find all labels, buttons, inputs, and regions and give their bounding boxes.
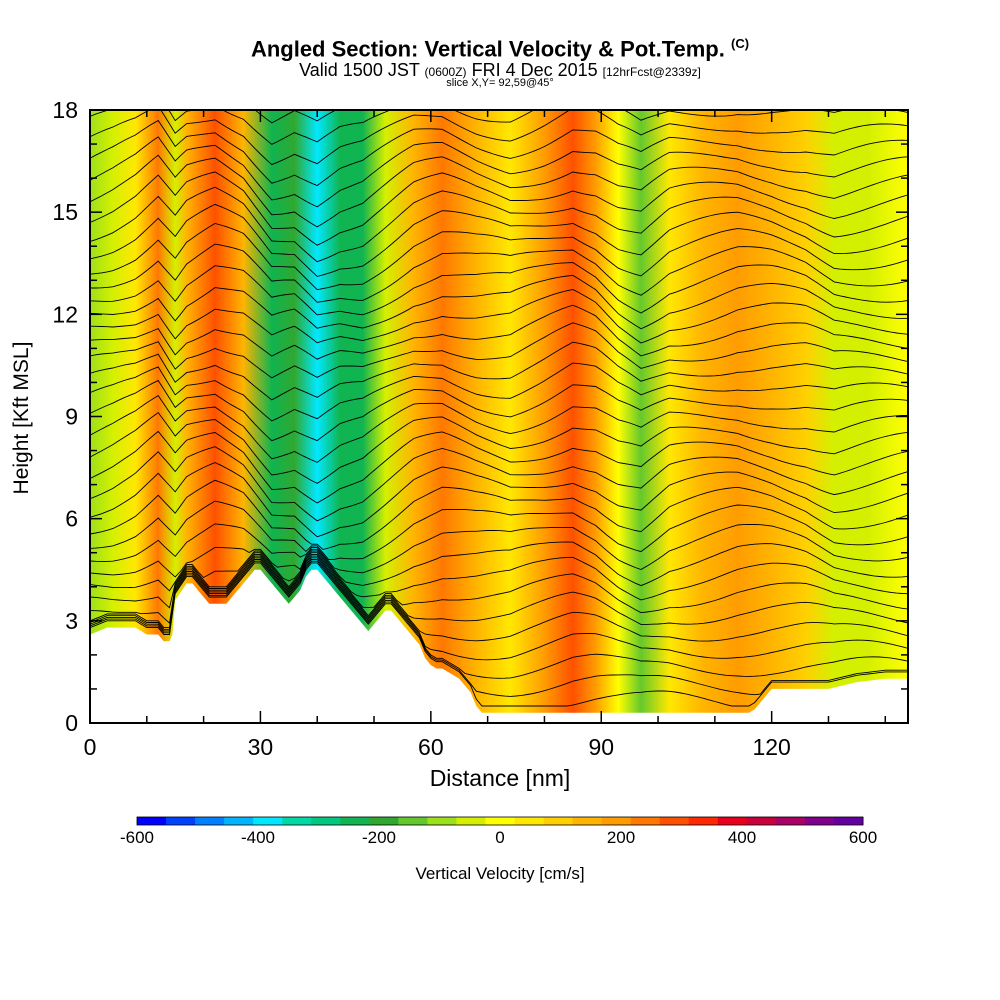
isentrope-line: [90, 341, 908, 401]
colorbar-swatch: [398, 817, 428, 825]
colorbar-swatch: [717, 817, 748, 825]
isentrope-line: [90, 262, 908, 316]
colorbar-swatch: [572, 817, 603, 825]
isentrope-line: [90, 555, 908, 642]
colorbar-swatch: [833, 817, 864, 825]
y-axis-ticks: 0 3 6 9 12 15 18: [52, 97, 908, 736]
isentrope-line: [90, 550, 908, 601]
x-tick-label: 30: [248, 734, 274, 760]
colorbar-frame: [136, 816, 864, 826]
y-tick-label: 0: [65, 710, 78, 736]
colorbar-swatch: [369, 817, 399, 825]
colorbar-swatch: [224, 817, 254, 825]
y-tick-label: 9: [65, 404, 78, 430]
colorbar-swatch: [746, 817, 777, 825]
colorbar-tick-label: 400: [728, 828, 756, 847]
isentrope-line: [90, 379, 908, 442]
isentrope-line: [90, 223, 908, 291]
x-tick-label: 0: [84, 734, 97, 760]
isentrope-line: [90, 203, 908, 277]
isentrope-line: [90, 559, 908, 679]
isentrope-line: [90, 553, 908, 625]
isentrope-line: [90, 479, 908, 550]
isentrope-line: [90, 462, 908, 538]
isentrope-line: [90, 557, 908, 661]
isentrope-line: [90, 500, 908, 560]
y-tick-label: 3: [65, 608, 78, 634]
colorbar-swatch: [311, 817, 341, 825]
isentrope-line: [90, 171, 908, 246]
x-axis-ticks: 0 30 60 90 120: [84, 110, 887, 760]
colorbar-swatch: [137, 817, 167, 825]
isentrope-line: [90, 411, 908, 484]
isentrope-line: [90, 523, 908, 574]
x-tick-label: 120: [752, 734, 790, 760]
chart-subtitle: Valid 1500 JST (0600Z) FRI 4 Dec 2015 [1…: [299, 60, 701, 80]
isentrope-line: [90, 394, 908, 463]
y-tick-label: 6: [65, 506, 78, 532]
isentrope-line: [90, 560, 908, 697]
x-tick-label: 90: [588, 734, 614, 760]
colorbar-swatch: [688, 817, 719, 825]
colorbar-swatch: [543, 817, 574, 825]
isentrope-line: [90, 362, 908, 422]
isentrope-lines: [90, 110, 908, 707]
colorbar-swatch: [601, 817, 632, 825]
isentrope-line: [90, 541, 908, 587]
colorbar-swatch: [659, 817, 690, 825]
colorbar-tick-label: 0: [495, 828, 504, 847]
isentrope-line: [90, 119, 908, 187]
y-tick-label: 18: [52, 97, 78, 123]
colorbar-swatch: [804, 817, 835, 825]
colorbar-swatch: [253, 817, 283, 825]
isentrope-line: [90, 289, 908, 344]
colorbar-tick-label: -200: [362, 828, 396, 847]
isentrope-line: [90, 562, 908, 707]
isentrope-line: [90, 136, 908, 208]
colorbar-swatch: [427, 817, 457, 825]
colorbar-tick-label: -400: [241, 828, 275, 847]
isentrope-line: [90, 186, 908, 263]
x-axis-label: Distance [nm]: [429, 765, 571, 791]
colorbar-swatch: [195, 817, 225, 825]
terrain-mask: [90, 569, 908, 723]
isentrope-line: [90, 154, 908, 228]
colorbar-swatch: [340, 817, 370, 825]
colorbar-swatch: [514, 817, 545, 825]
chart-title: Angled Section: Vertical Velocity & Pot.…: [250, 36, 750, 62]
isentrope-line: [90, 430, 908, 504]
isentrope-line: [90, 446, 908, 522]
y-tick-label: 15: [52, 199, 78, 225]
colorbar-tick-label: 200: [607, 828, 635, 847]
isentrope-line: [90, 304, 908, 360]
y-tick-label: 12: [52, 301, 78, 327]
colorbar-tick-label: 600: [849, 828, 877, 847]
colorbar-swatch: [630, 817, 661, 825]
colorbar-tick-label: -600: [120, 828, 154, 847]
isentrope-line: [90, 274, 908, 330]
slice-note: slice X,Y= 92,59@45°: [446, 77, 554, 89]
isentrope-line: [90, 322, 908, 379]
colorbar-label: Vertical Velocity [cm/s]: [415, 864, 585, 883]
colorbar-swatch: [166, 817, 196, 825]
isentrope-line: [90, 243, 908, 303]
isentrope-line: [90, 110, 908, 166]
isentrope-line: [90, 552, 908, 614]
colorbar-swatch: [485, 817, 516, 825]
colorbar-swatch: [456, 817, 486, 825]
x-tick-label: 60: [418, 734, 444, 760]
colorbar-swatch: [282, 817, 312, 825]
colorbar-swatch: [775, 817, 806, 825]
colorbar: -600 -400 -200 0 200 400 600: [120, 816, 877, 847]
